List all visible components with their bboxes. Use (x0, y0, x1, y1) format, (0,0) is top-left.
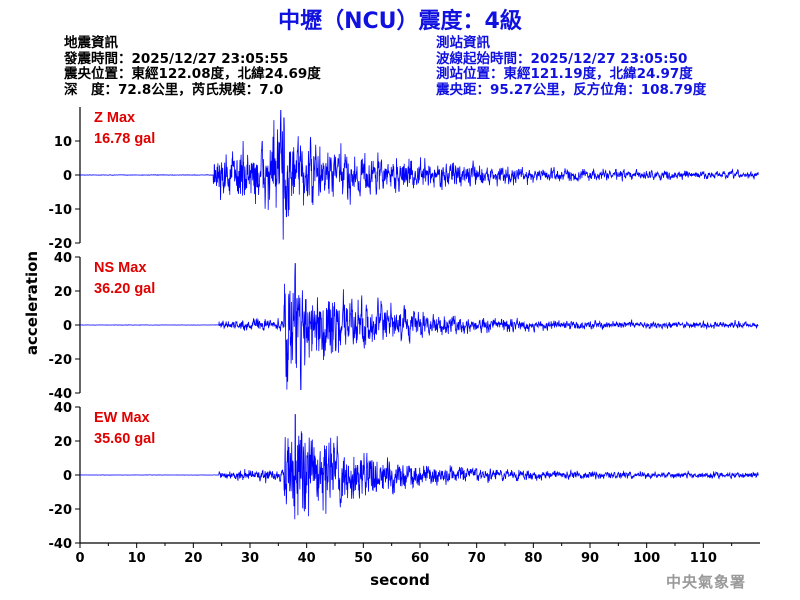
origin-time: 發震時間：2025/12/27 23:05:55 (64, 50, 289, 67)
panel-max-0: 16.78 gal (94, 131, 155, 147)
panel-max-2: 35.60 gal (94, 431, 155, 447)
x-tick-label: 50 (354, 551, 372, 566)
x-axis-label: second (370, 571, 430, 589)
y-tick-label: -40 (49, 387, 73, 402)
x-tick-label: 90 (581, 551, 599, 566)
epicentral-distance: 震央距：95.27公里，反方位角：108.79度 (436, 81, 707, 98)
x-tick-label: 60 (411, 551, 429, 566)
x-tick-label: 100 (633, 551, 660, 566)
waveform-1 (80, 263, 759, 390)
station-info-heading: 測站資訊 (436, 35, 490, 51)
panel-label-2: EW Max (94, 410, 150, 426)
y-tick-label: -40 (49, 537, 73, 552)
depth-magnitude: 深 度：72.8公里，芮氏規模：7.0 (64, 81, 284, 98)
panel-label-1: NS Max (94, 260, 146, 276)
x-tick-label: 70 (468, 551, 486, 566)
y-tick-label: 0 (63, 469, 72, 484)
waveform-0 (79, 110, 759, 240)
x-tick-label: 10 (128, 551, 146, 566)
quake-info-heading: 地震資訊 (64, 35, 118, 51)
y-tick-label: -20 (49, 237, 73, 252)
wave-start-time: 波線起始時間：2025/12/27 23:05:50 (436, 50, 688, 67)
y-tick-label: 20 (54, 285, 72, 300)
page-title: 中壢（NCU）震度：4級 (278, 9, 522, 34)
y-tick-label: 40 (54, 251, 72, 266)
x-tick-label: 30 (241, 551, 259, 566)
panel-label-0: Z Max (94, 110, 135, 126)
y-tick-label: 10 (54, 135, 72, 150)
station-position: 測站位置：東經121.19度，北緯24.97度 (436, 66, 693, 82)
epicenter: 震央位置：東經122.08度，北緯24.69度 (64, 66, 321, 82)
y-tick-label: -20 (49, 353, 73, 368)
x-tick-label: 80 (524, 551, 542, 566)
y-tick-label: 40 (54, 401, 72, 416)
station-info: 測站資訊 波線起始時間：2025/12/27 23:05:50 測站位置：東經1… (436, 35, 707, 98)
x-tick-label: 40 (298, 551, 316, 566)
y-tick-label: 0 (63, 169, 72, 184)
x-tick-label: 20 (184, 551, 202, 566)
x-tick-label: 110 (690, 551, 717, 566)
y-tick-label: -20 (49, 503, 73, 518)
waveform-2 (80, 414, 759, 520)
quake-info: 地震資訊 發震時間：2025/12/27 23:05:55 震央位置：東經122… (64, 35, 321, 98)
y-axis-label: acceleration (23, 251, 41, 355)
y-tick-label: -10 (49, 203, 73, 218)
y-tick-label: 20 (54, 435, 72, 450)
x-tick-label: 0 (75, 551, 84, 566)
agency-watermark: 中央氣象署 (665, 573, 746, 591)
panel-max-1: 36.20 gal (94, 281, 155, 297)
y-tick-label: 0 (63, 319, 72, 334)
